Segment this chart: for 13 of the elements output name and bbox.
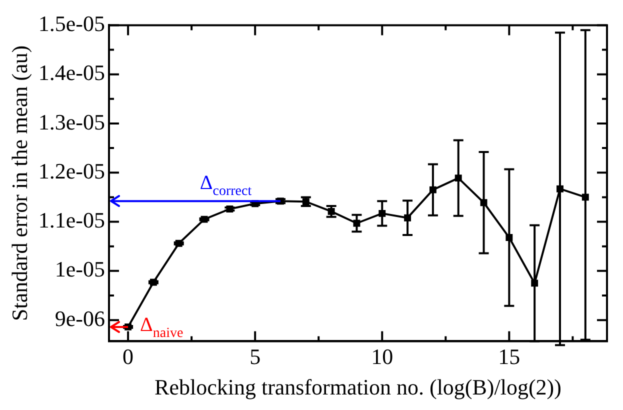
y-tick-label: 1.3e-05	[38, 109, 105, 134]
y-tick-label: 1.1e-05	[38, 208, 105, 233]
x-tick-label: 10	[371, 344, 394, 370]
y-tick-label: 1.2e-05	[38, 158, 105, 184]
x-axis-title: Reblocking transformation no. (log(B)/log(2))	[154, 374, 562, 400]
y-axis-title: Standard error in the mean (au)	[6, 45, 32, 321]
y-tick-label: 1.4e-05	[38, 60, 105, 86]
y-tick-label: 1.5e-05	[38, 10, 105, 36]
x-tick-label: 5	[250, 344, 261, 370]
y-tick-label: 9e-06	[54, 306, 105, 331]
x-tick-label: 0	[122, 344, 134, 370]
x-tick-label: 15	[498, 344, 520, 370]
y-tick-label: 1e-05	[54, 256, 105, 282]
